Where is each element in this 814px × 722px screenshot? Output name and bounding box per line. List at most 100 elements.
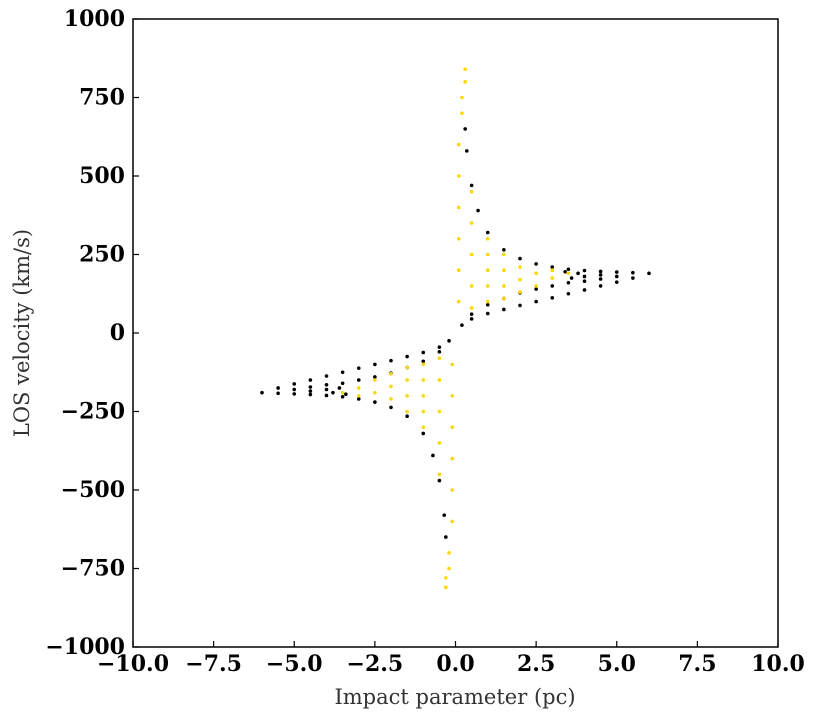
data-point	[337, 386, 342, 390]
data-point	[356, 386, 361, 390]
data-point	[421, 362, 426, 367]
data-point	[444, 535, 448, 539]
data-point	[421, 409, 426, 414]
data-point	[534, 284, 538, 288]
data-point	[566, 280, 571, 285]
data-point	[563, 269, 567, 274]
data-point	[456, 205, 461, 210]
points-layer	[260, 67, 651, 590]
data-point	[450, 456, 455, 461]
data-point	[566, 291, 571, 296]
data-point	[450, 519, 455, 524]
data-point	[421, 359, 426, 364]
data-point	[373, 400, 377, 404]
data-point	[276, 391, 280, 396]
data-point	[405, 394, 409, 398]
data-point	[450, 362, 455, 367]
x-tick-label: 0.0	[436, 651, 474, 677]
data-point	[502, 284, 506, 288]
data-point	[463, 67, 467, 72]
data-point	[534, 287, 538, 291]
data-point	[450, 394, 455, 398]
data-point	[389, 384, 393, 389]
y-tick-label: 1000	[64, 6, 125, 32]
data-point	[485, 230, 490, 235]
data-point	[340, 394, 345, 399]
ticks-layer: −10.0 −7.5 −5.0 −2.5 0.0 2.5 5.0 7.5 10.0 1000 750…	[45, 6, 804, 677]
data-point	[450, 425, 455, 430]
data-point	[389, 372, 393, 376]
data-point	[421, 378, 426, 382]
data-point	[631, 276, 635, 280]
data-point	[456, 142, 461, 147]
data-point	[469, 221, 474, 225]
data-point	[431, 453, 435, 458]
data-point	[469, 317, 474, 321]
data-point	[437, 472, 442, 477]
data-point	[460, 111, 464, 115]
data-point	[340, 370, 345, 375]
data-point	[502, 252, 506, 257]
data-point	[276, 386, 280, 390]
data-point	[421, 394, 426, 398]
data-point	[389, 358, 393, 363]
data-point	[308, 385, 313, 389]
data-point	[292, 382, 297, 386]
data-point	[308, 389, 313, 393]
data-point	[437, 409, 442, 414]
data-point	[463, 80, 467, 84]
data-point	[456, 174, 461, 178]
data-point	[485, 237, 490, 241]
data-point	[292, 387, 297, 392]
x-tick-label: 10.0	[751, 651, 805, 677]
data-point	[437, 345, 442, 349]
plot-frame	[132, 18, 779, 648]
data-point	[340, 390, 345, 395]
data-point	[502, 296, 506, 301]
data-point	[550, 296, 555, 300]
data-point	[566, 267, 571, 272]
data-point	[598, 277, 603, 281]
data-point	[485, 299, 490, 304]
data-point	[485, 252, 490, 257]
x-tick-label: −5.0	[266, 651, 323, 677]
data-point	[356, 397, 361, 401]
data-point	[460, 95, 464, 100]
data-point	[614, 280, 619, 284]
data-point	[421, 431, 426, 436]
data-point	[469, 284, 474, 288]
data-point	[308, 378, 313, 382]
data-point	[421, 425, 426, 430]
data-point	[647, 271, 651, 276]
data-point	[308, 392, 313, 397]
data-point	[631, 270, 635, 275]
data-point	[518, 290, 522, 294]
data-point	[373, 390, 377, 395]
data-point	[356, 394, 361, 398]
data-point	[614, 274, 619, 279]
data-point	[344, 392, 348, 397]
y-tick-label: 250	[79, 242, 125, 268]
data-point	[469, 183, 474, 188]
data-point	[456, 268, 461, 273]
data-point	[340, 381, 345, 386]
data-point	[569, 276, 574, 280]
data-point	[260, 390, 264, 395]
data-point	[456, 299, 461, 304]
data-point	[442, 513, 447, 517]
data-point	[485, 311, 490, 316]
data-point	[444, 585, 448, 590]
x-tick-label: −10.0	[97, 651, 169, 677]
data-point	[582, 268, 587, 273]
data-point	[444, 576, 448, 580]
data-point	[447, 551, 451, 555]
data-point	[460, 323, 464, 327]
data-point	[356, 366, 361, 370]
x-tick-label: 2.5	[517, 651, 555, 677]
data-point	[582, 279, 587, 283]
data-point	[437, 356, 442, 360]
data-point	[324, 374, 329, 378]
data-point	[356, 378, 361, 382]
data-point	[534, 299, 538, 304]
